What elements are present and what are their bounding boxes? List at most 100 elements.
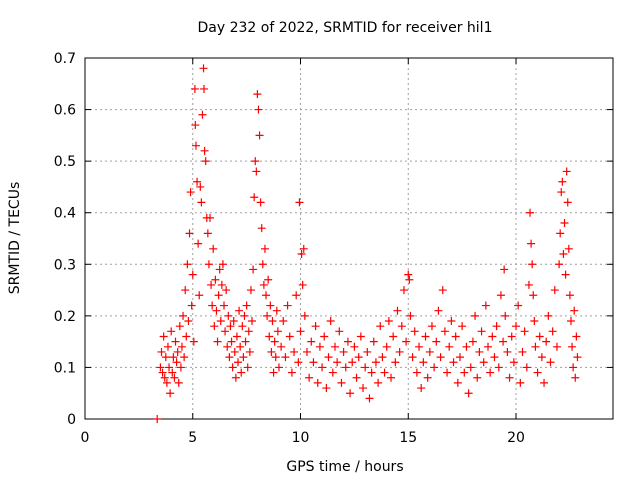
data-point — [522, 363, 531, 372]
data-point — [556, 229, 565, 238]
data-point — [218, 260, 227, 269]
data-point — [484, 342, 493, 351]
data-point — [216, 317, 225, 326]
data-point — [235, 306, 244, 315]
y-tick-label: 0.1 — [54, 360, 76, 376]
data-point — [399, 286, 408, 295]
data-point — [251, 157, 260, 166]
data-point — [558, 177, 567, 186]
data-point — [473, 373, 482, 382]
data-point — [427, 322, 436, 331]
data-point — [542, 337, 551, 346]
data-point — [500, 265, 509, 274]
data-point — [188, 270, 197, 279]
data-point — [378, 353, 387, 362]
data-point — [180, 353, 189, 362]
data-point — [477, 327, 486, 336]
data-point — [354, 353, 363, 362]
data-point — [564, 244, 573, 253]
data-point — [184, 317, 193, 326]
data-point — [356, 332, 365, 341]
data-point — [185, 229, 194, 238]
data-point — [548, 327, 557, 336]
data-point — [238, 322, 247, 331]
data-point — [217, 280, 226, 289]
data-point — [552, 342, 561, 351]
data-point — [172, 358, 181, 367]
data-point — [165, 363, 174, 372]
data-point — [225, 353, 234, 362]
data-point — [514, 301, 523, 310]
data-point — [333, 358, 342, 367]
data-point — [466, 363, 475, 372]
data-point — [544, 311, 553, 320]
data-point — [168, 368, 177, 377]
data-point — [346, 389, 355, 398]
data-point — [224, 311, 233, 320]
data-point — [507, 332, 516, 341]
data-point — [369, 337, 378, 346]
data-point — [300, 311, 309, 320]
y-tick-label: 0.3 — [54, 257, 76, 273]
data-point — [157, 347, 166, 356]
data-point — [302, 347, 311, 356]
data-point — [243, 363, 252, 372]
data-point — [376, 322, 385, 331]
data-point — [226, 322, 235, 331]
data-point — [281, 353, 290, 362]
data-point — [449, 358, 458, 367]
data-point — [173, 347, 182, 356]
data-point — [294, 358, 303, 367]
data-point — [204, 260, 213, 269]
data-point — [295, 198, 304, 207]
data-point — [196, 182, 205, 191]
data-point — [405, 275, 414, 284]
y-tick-label: 0.2 — [54, 309, 76, 325]
data-point — [253, 90, 262, 99]
y-tick-label: 0.4 — [54, 206, 76, 222]
data-point — [183, 260, 192, 269]
data-point — [249, 265, 258, 274]
data-point — [254, 105, 263, 114]
y-tick-label: 0.7 — [54, 51, 76, 67]
data-point — [198, 110, 207, 119]
plot-frame — [84, 57, 614, 420]
data-point — [153, 415, 162, 423]
data-point — [228, 363, 237, 372]
data-point — [234, 358, 243, 367]
data-points — [153, 64, 582, 423]
data-point — [200, 146, 209, 155]
data-point — [569, 363, 578, 372]
data-point — [242, 301, 251, 310]
data-point — [492, 322, 501, 331]
data-point — [417, 384, 426, 393]
data-point — [408, 353, 417, 362]
data-point — [279, 317, 288, 326]
data-point — [257, 224, 266, 233]
data-point — [298, 280, 307, 289]
data-point — [320, 332, 329, 341]
data-point — [455, 353, 464, 362]
data-point — [160, 373, 169, 382]
data-point — [559, 249, 568, 258]
data-point — [197, 198, 206, 207]
data-point — [404, 270, 413, 279]
data-point — [348, 358, 357, 367]
data-point — [260, 244, 269, 253]
data-point — [269, 368, 278, 377]
data-point — [309, 358, 318, 367]
data-point — [573, 353, 582, 362]
data-point — [259, 280, 268, 289]
x-tick-label: 5 — [188, 430, 197, 446]
data-point — [244, 327, 253, 336]
data-point — [290, 347, 299, 356]
data-point — [572, 332, 581, 341]
data-point — [496, 291, 505, 300]
data-point — [175, 322, 184, 331]
data-point — [419, 358, 428, 367]
data-point — [208, 301, 217, 310]
data-point — [481, 301, 490, 310]
data-point — [229, 317, 238, 326]
data-point — [460, 368, 469, 377]
data-point — [171, 337, 180, 346]
